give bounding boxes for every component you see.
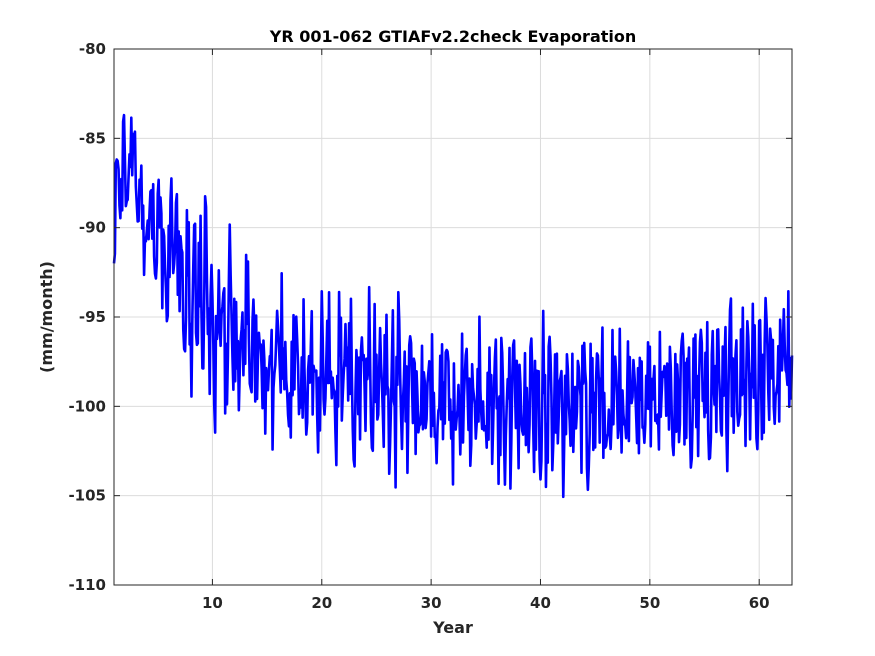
y-tick-label: -90 [79, 219, 106, 237]
y-tick-label: -95 [79, 308, 106, 326]
x-tick-label: 60 [749, 594, 770, 612]
y-tick-label: -105 [68, 487, 106, 505]
x-axis-label: Year [432, 618, 473, 637]
series-line-0 [112, 113, 794, 499]
y-tick-label: -110 [68, 576, 106, 594]
x-tick-label: 40 [530, 594, 551, 612]
x-tick-label: 30 [421, 594, 442, 612]
y-axis-label: (mm/month) [37, 261, 56, 373]
chart-title: YR 001-062 GTIAFv2.2check Evaporation [269, 27, 637, 46]
y-tick-label: -85 [79, 129, 106, 147]
x-tick-label: 10 [202, 594, 223, 612]
x-tick-label: 50 [639, 594, 660, 612]
x-tick-label: 20 [311, 594, 332, 612]
y-tick-label: -80 [79, 40, 106, 58]
y-tick-label: -100 [68, 397, 106, 415]
series-group [112, 113, 794, 499]
y-tick-labels: -110 -105 -100 -95 -90 -85 -80 [68, 40, 106, 594]
x-tick-labels: 10 20 30 40 50 60 [202, 594, 770, 612]
tick-marks [114, 48, 792, 586]
